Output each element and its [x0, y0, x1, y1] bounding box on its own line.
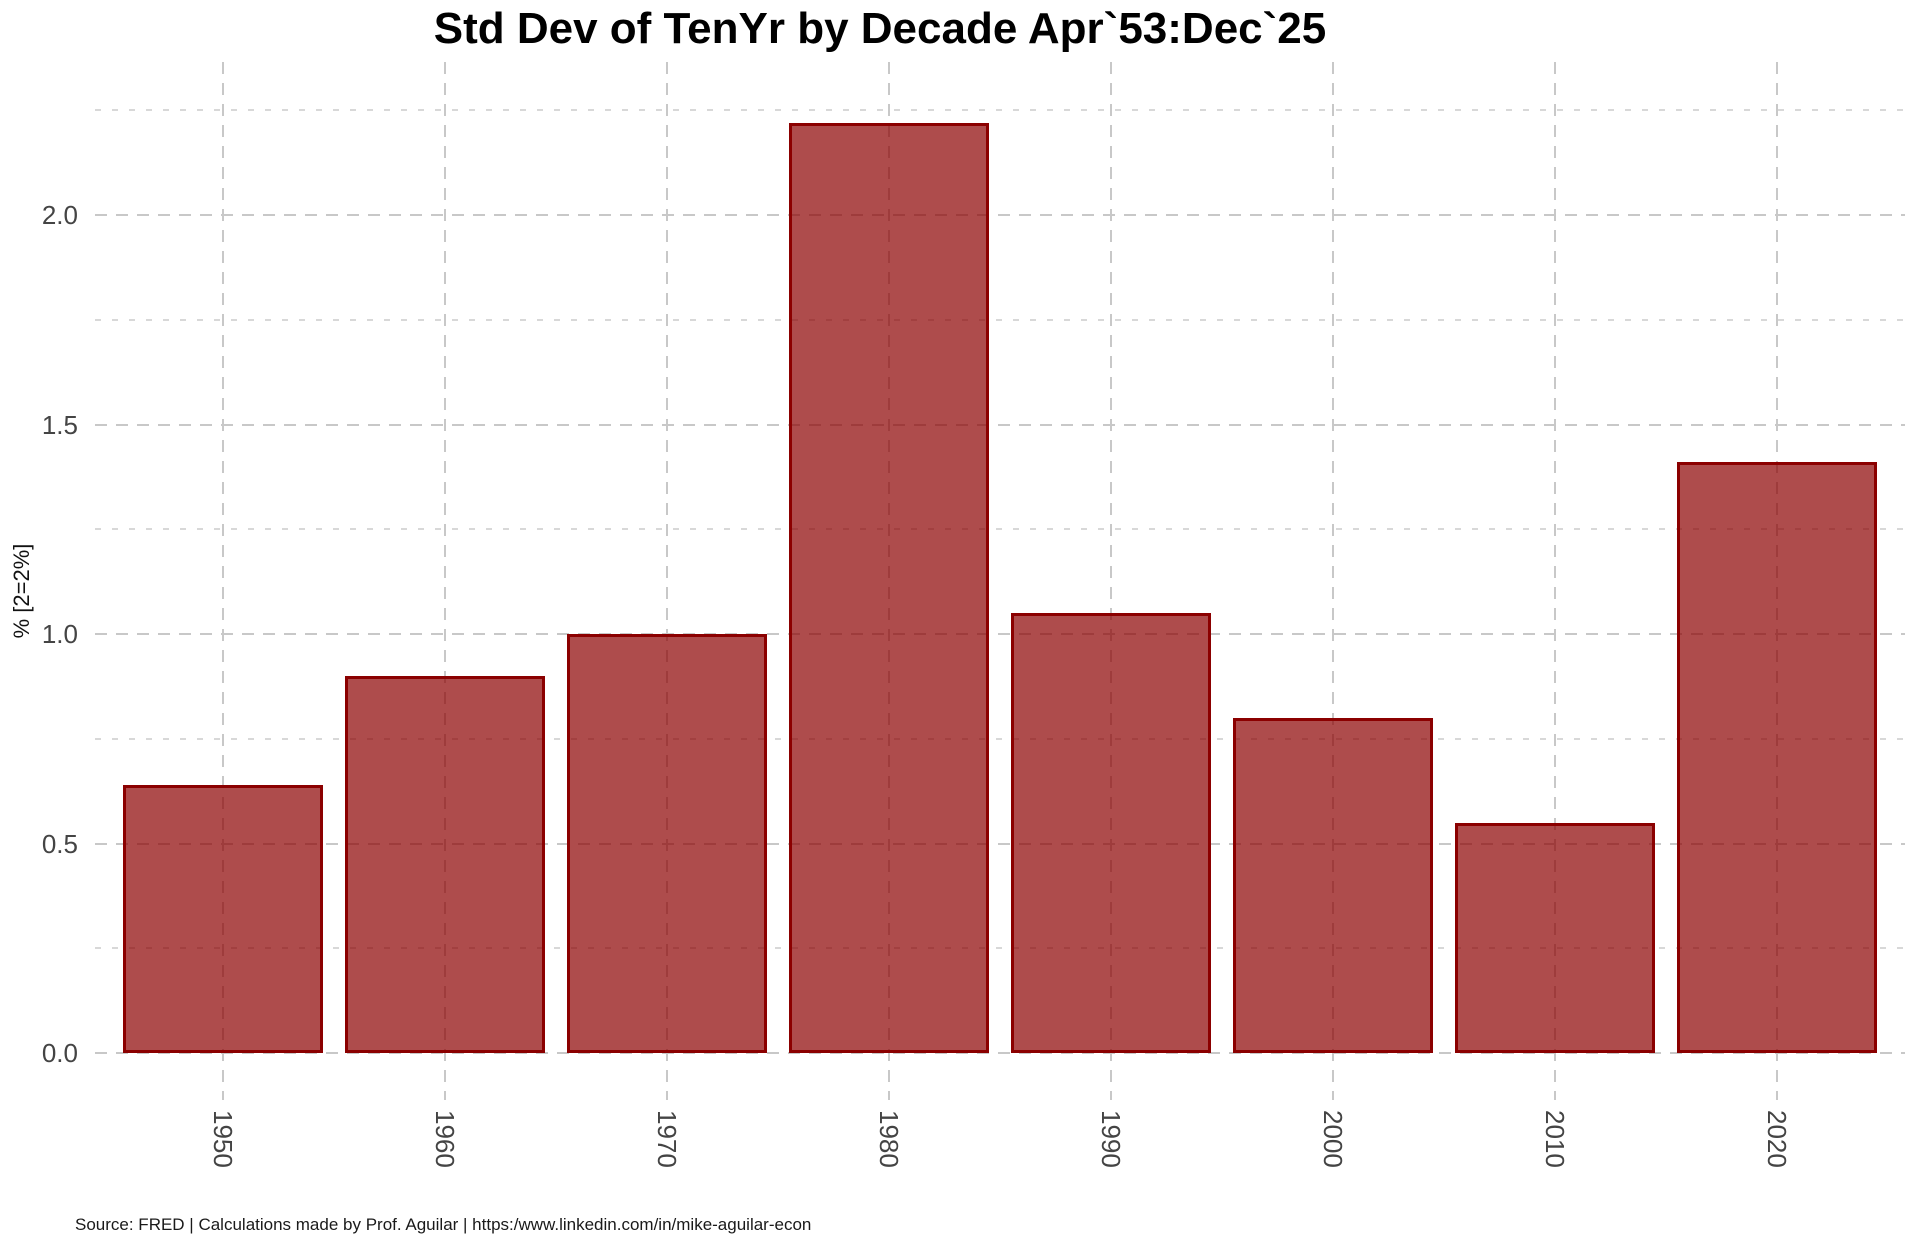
gridline-major-horizontal	[95, 633, 1905, 635]
y-axis-label: % [2=2%]	[9, 543, 34, 639]
gridline-major-horizontal	[95, 1052, 1905, 1054]
bar-1980	[789, 123, 989, 1053]
gridline-vertical-1970	[666, 62, 668, 1100]
y-tick-label: 2.0	[41, 200, 78, 230]
gridline-vertical-1990	[1110, 62, 1112, 1100]
y-tick-label: 1.5	[41, 410, 78, 440]
gridline-vertical-2000	[1332, 62, 1334, 1100]
bar-1970	[567, 634, 767, 1053]
gridline-vertical-1950	[222, 62, 224, 1100]
gridline-major-horizontal	[95, 214, 1905, 216]
x-tick-label: 1970	[652, 1110, 682, 1168]
gridline-vertical-1960	[444, 62, 446, 1100]
gridline-minor-horizontal	[95, 947, 1905, 949]
x-tick-label: 1960	[430, 1110, 460, 1168]
y-tick-label: 0.0	[41, 1038, 78, 1068]
x-tick-label: 2010	[1540, 1110, 1570, 1168]
bar-1950	[123, 785, 323, 1053]
x-tick-label: 2000	[1318, 1110, 1348, 1168]
bar-2010	[1455, 823, 1655, 1053]
y-tick-label: 1.0	[41, 619, 78, 649]
gridline-minor-horizontal	[95, 109, 1905, 111]
x-tick-label: 2020	[1762, 1110, 1792, 1168]
gridline-major-horizontal	[95, 424, 1905, 426]
bar-2000	[1233, 718, 1433, 1053]
bar-1960	[345, 676, 545, 1053]
x-tick-label: 1950	[208, 1110, 238, 1168]
bar-2020	[1677, 462, 1877, 1053]
chart-title: Std Dev of TenYr by Decade Apr`53:Dec`25	[433, 4, 1327, 53]
gridline-minor-horizontal	[95, 528, 1905, 530]
gridline-minor-horizontal	[95, 319, 1905, 321]
y-tick-label: 0.5	[41, 829, 78, 859]
bar-1990	[1011, 613, 1211, 1053]
gridline-vertical-2010	[1554, 62, 1556, 1100]
source-note: Source: FRED | Calculations made by Prof…	[75, 1215, 812, 1234]
gridline-minor-horizontal	[95, 738, 1905, 740]
x-tick-label: 1980	[874, 1110, 904, 1168]
x-tick-label: 1990	[1096, 1110, 1126, 1168]
gridline-major-horizontal	[95, 843, 1905, 845]
